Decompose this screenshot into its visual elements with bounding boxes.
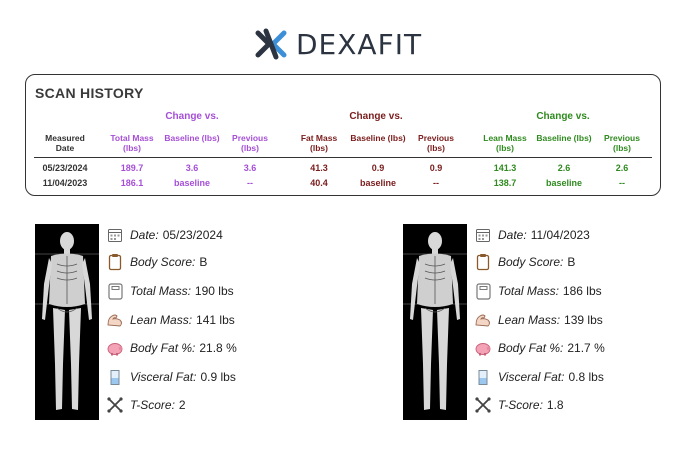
metric-date-value: 05/23/2024	[162, 228, 223, 242]
col-head-fm-baseline: Baseline (lbs)	[350, 133, 406, 143]
metric-t-score: T-Score: 1.8	[474, 394, 564, 416]
metric-visceral-fat-label: Visceral Fat:	[130, 370, 197, 384]
col-head-tm-baseline: Baseline (lbs)	[164, 133, 220, 143]
calendar-icon	[474, 225, 492, 245]
cell-total-mass: 189.7	[120, 163, 144, 173]
col-head-lean-mass: Lean Mass (lbs)	[483, 133, 527, 153]
cell-fm-baseline: baseline	[359, 178, 397, 188]
scale-icon	[106, 281, 124, 301]
metric-body-score: Body Score: B	[474, 251, 575, 273]
cell-lean-mass: 141.3	[493, 163, 517, 173]
col-head-tm-previous: Previous (lbs)	[232, 133, 268, 153]
metric-body-score-label: Body Score:	[498, 255, 564, 269]
cell-fat-mass: 40.4	[310, 178, 328, 188]
dexafit-logo-icon	[255, 28, 287, 60]
metric-total-mass-value: 190 lbs	[194, 284, 234, 298]
clipboard-icon	[106, 252, 124, 272]
metric-date: Date: 05/23/2024	[106, 224, 223, 246]
metric-lean-mass: Lean Mass: 141 lbs	[106, 309, 235, 331]
metric-lean-mass-label: Lean Mass:	[498, 313, 561, 327]
dexafit-logo: DEXAFIT	[252, 24, 442, 64]
metric-visceral-fat-value: 0.9 lbs	[200, 370, 236, 384]
metric-body-score-label: Body Score:	[130, 255, 196, 269]
metric-date-label: Date:	[130, 228, 159, 242]
metric-lean-mass: Lean Mass: 139 lbs	[474, 309, 603, 331]
scale-icon	[474, 281, 492, 301]
metric-t-score: T-Score: 2	[106, 394, 186, 416]
cell-lm-baseline: 2.6	[557, 163, 571, 173]
cell-tm-previous: --	[247, 178, 253, 188]
cell-fat-mass: 41.3	[310, 163, 328, 173]
metric-lean-mass-value: 141 lbs	[196, 313, 235, 327]
metric-total-mass-value: 186 lbs	[562, 284, 602, 298]
cell-tm-previous: 3.6	[243, 163, 257, 173]
col-head-fat-mass: Fat Mass (lbs)	[300, 133, 338, 153]
clipboard-icon	[474, 252, 492, 272]
metric-total-mass: Total Mass: 190 lbs	[106, 280, 234, 302]
metric-body-score-value: B	[567, 255, 576, 269]
dexa-scan-image-2	[403, 224, 467, 420]
metric-visceral-fat-label: Visceral Fat:	[498, 370, 565, 384]
flexed-arm-icon	[474, 310, 492, 330]
metric-t-score-label: T-Score:	[498, 398, 543, 412]
cell-fm-previous: --	[433, 178, 439, 188]
logo-wordmark: DEXAFIT	[296, 28, 422, 61]
metric-body-fat-value: 21.8 %	[199, 341, 237, 355]
logo-wordmark-left: DEXA	[296, 27, 378, 61]
lean-mass-change-heading: Change vs.	[536, 111, 590, 122]
metric-date: Date: 11/04/2023	[474, 224, 590, 246]
col-head-lm-baseline: Baseline (lbs)	[536, 133, 592, 143]
metric-body-score-value: B	[199, 255, 208, 269]
pig-icon	[106, 338, 124, 358]
cell-tm-baseline: 3.6	[185, 163, 199, 173]
metric-total-mass: Total Mass: 186 lbs	[474, 280, 602, 302]
cell-lean-mass: 138.7	[493, 178, 517, 188]
metric-lean-mass-value: 139 lbs	[564, 313, 603, 327]
col-head-total-mass: Total Mass (lbs)	[110, 133, 154, 153]
flexed-arm-icon	[106, 310, 124, 330]
metric-visceral-fat-value: 0.8 lbs	[568, 370, 604, 384]
cell-fm-baseline: 0.9	[371, 163, 385, 173]
cell-date: 05/23/2024	[42, 163, 88, 173]
cell-lm-baseline: baseline	[545, 178, 583, 188]
scan-history-card: SCAN HISTORY Change vs. Change vs. Chang…	[25, 74, 661, 196]
metric-visceral-fat: Visceral Fat: 0.9 lbs	[106, 366, 236, 388]
metric-t-score-label: T-Score:	[130, 398, 175, 412]
crossed-bones-icon	[106, 395, 124, 415]
dexa-scan-image-1	[35, 224, 99, 420]
total-mass-change-heading: Change vs.	[165, 111, 219, 122]
col-head-date: Measured Date	[45, 133, 85, 153]
metric-body-fat-label: Body Fat %:	[130, 341, 196, 355]
col-head-lm-previous: Previous (lbs)	[604, 133, 640, 153]
calendar-icon	[106, 225, 124, 245]
crossed-bones-icon	[474, 395, 492, 415]
metric-visceral-fat: Visceral Fat: 0.8 lbs	[474, 366, 604, 388]
metric-body-fat-value: 21.7 %	[567, 341, 605, 355]
cell-fm-previous: 0.9	[429, 163, 443, 173]
table-header-divider	[34, 157, 652, 158]
cell-date: 11/04/2023	[42, 178, 88, 188]
beaker-icon	[474, 367, 492, 387]
metric-lean-mass-label: Lean Mass:	[130, 313, 193, 327]
metric-body-fat: Body Fat %: 21.8 %	[106, 337, 237, 359]
metric-total-mass-label: Total Mass:	[498, 284, 559, 298]
metric-body-score: Body Score: B	[106, 251, 207, 273]
metric-date-label: Date:	[498, 228, 527, 242]
beaker-icon	[106, 367, 124, 387]
metric-total-mass-label: Total Mass:	[130, 284, 191, 298]
metric-t-score-value: 1.8	[546, 398, 564, 412]
metric-body-fat: Body Fat %: 21.7 %	[474, 337, 605, 359]
logo-wordmark-right: FIT	[377, 27, 423, 61]
metric-body-fat-label: Body Fat %:	[498, 341, 564, 355]
metric-date-value: 11/04/2023	[530, 228, 590, 242]
cell-total-mass: 186.1	[120, 178, 144, 188]
metric-t-score-value: 2	[178, 398, 186, 412]
cell-lm-previous: --	[619, 178, 625, 188]
cell-tm-baseline: baseline	[173, 178, 211, 188]
col-head-fm-previous: Previous (lbs)	[418, 133, 454, 153]
scan-history-title: SCAN HISTORY	[35, 85, 144, 101]
cell-lm-previous: 2.6	[615, 163, 629, 173]
fat-mass-change-heading: Change vs.	[349, 111, 403, 122]
pig-icon	[474, 338, 492, 358]
